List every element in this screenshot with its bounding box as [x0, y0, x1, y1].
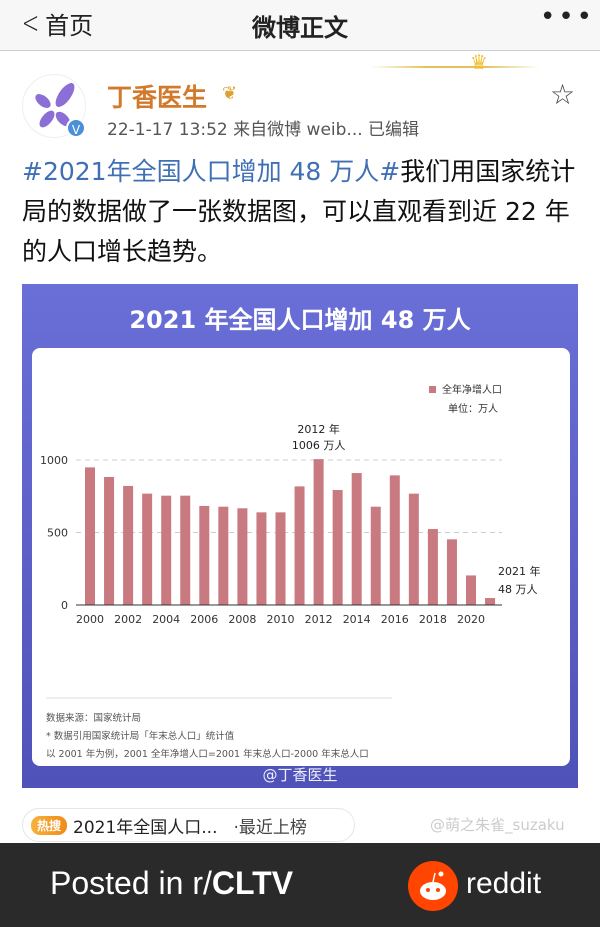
post-meta: 22-1-17 13:52 来自微博 weib... 已编辑 — [107, 120, 420, 140]
bar-2009 — [256, 512, 267, 605]
chevron-left-icon: < — [21, 6, 40, 41]
bar-2010 — [275, 512, 286, 605]
bar-2015 — [370, 506, 381, 605]
crown-icon: ♛ — [470, 50, 488, 74]
note-example: 以 2001 年为例，2001 全年净增人口=2001 年末总人口-2000 年… — [46, 749, 369, 760]
x-tick-label: 2020 — [457, 613, 485, 626]
x-tick-label: 2012 — [305, 613, 333, 626]
bar-2019 — [446, 539, 457, 605]
verified-icon: V — [66, 118, 86, 138]
bar-chart: 0 500 1000 2000 2002 2004 2006 2008 2010 2012 2014… — [40, 383, 541, 699]
bar-2004 — [161, 495, 172, 605]
annotation-2021-value: 48 万人 — [498, 583, 538, 596]
bar-2007 — [218, 506, 229, 605]
hashtag-link[interactable]: #2021年全国人口增加 48 万人# — [22, 157, 401, 186]
bar-2013 — [332, 490, 343, 605]
posted-in-label: Posted in r/CLTV — [50, 865, 293, 902]
bar-2017 — [408, 493, 419, 605]
x-tick-label: 2010 — [267, 613, 295, 626]
legend-swatch — [429, 386, 436, 393]
bar-2002 — [123, 485, 134, 605]
author-name[interactable]: 丁香医生 — [107, 83, 208, 112]
chart-card: 0 500 1000 2000 2002 2004 2006 2008 2010 2012 2014… — [32, 348, 570, 766]
decor-line — [370, 66, 540, 68]
bar-2006 — [199, 505, 210, 605]
bar-2014 — [351, 473, 362, 605]
bar-2011 — [294, 486, 305, 605]
bar-2005 — [180, 495, 191, 605]
annotation-2012-year: 2012 年 — [297, 422, 340, 436]
subreddit-name[interactable]: CLTV — [211, 865, 294, 901]
bar-2012 — [313, 459, 324, 605]
bar-2003 — [142, 493, 153, 605]
y-tick-label: 0 — [61, 599, 68, 612]
bar-2001 — [104, 476, 115, 605]
top-nav-bar: < 首页 微博正文 ••• — [0, 0, 600, 51]
image-watermark: @萌之朱雀_suzaku — [430, 816, 565, 834]
x-tick-label: 2016 — [381, 613, 409, 626]
reddit-logo-icon — [408, 861, 458, 911]
bar-2008 — [237, 508, 248, 605]
back-label: 首页 — [45, 12, 94, 40]
hot-search-sub: ·最近上榜 — [233, 817, 307, 838]
post-text: #2021年全国人口增加 48 万人#我们用国家统计局的数据做了一张数据图，可以… — [22, 152, 582, 272]
chart-title: 2021 年全国人口增加 48 万人 — [129, 306, 471, 334]
bar-2021 — [485, 598, 496, 605]
back-button[interactable]: < 首页 — [18, 6, 93, 41]
x-tick-label: 2002 — [114, 613, 142, 626]
annotation-2021-year: 2021 年 — [498, 564, 541, 578]
medal-icon: ❦ — [222, 83, 238, 104]
chart-watermark: @丁香医生 — [262, 766, 338, 784]
reddit-brand: reddit — [466, 867, 542, 900]
page-title: 微博正文 — [252, 14, 348, 42]
reddit-footer: Posted in r/CLTV reddit — [0, 843, 600, 927]
y-tick-label: 500 — [47, 527, 68, 540]
bar-2018 — [427, 529, 438, 605]
hot-search-pill[interactable]: 热搜 2021年全国人口... ·最近上榜 — [22, 808, 355, 842]
annotation-2012-value: 1006 万人 — [292, 439, 346, 452]
x-tick-label: 2018 — [419, 613, 447, 626]
ellipsis-icon[interactable]: ••• — [540, 2, 596, 32]
x-tick-label: 2000 — [76, 613, 104, 626]
bar-2020 — [466, 575, 476, 605]
hot-search-badge: 热搜 — [31, 815, 68, 835]
chart-image[interactable]: 2021 年全国人口增加 48 万人 0 500 1000 2000 2002 2004 2… — [22, 284, 578, 788]
note-definition: * 数据引用国家统计局「年末总人口」统计值 — [46, 731, 235, 742]
note-source: 数据来源：国家统计局 — [46, 713, 142, 724]
x-tick-label: 2014 — [343, 613, 371, 626]
x-tick-label: 2004 — [152, 613, 180, 626]
bar-2016 — [389, 475, 400, 605]
unit-label: 单位：万人 — [448, 402, 498, 415]
legend-label: 全年净增人口 — [442, 383, 502, 396]
posted-prefix: Posted in r/ — [50, 865, 212, 901]
star-icon[interactable]: ☆ — [550, 78, 576, 111]
post-body: 我们用国家统计局的数据做了一张数据图，可以直观看到近 22 年的人口增长趋势。 — [22, 157, 576, 266]
x-tick-label: 2006 — [190, 613, 218, 626]
bar-2000 — [85, 467, 95, 605]
y-tick-label: 1000 — [40, 454, 68, 467]
hot-search-text: 2021年全国人口... — [73, 817, 218, 838]
x-tick-label: 2008 — [228, 613, 256, 626]
